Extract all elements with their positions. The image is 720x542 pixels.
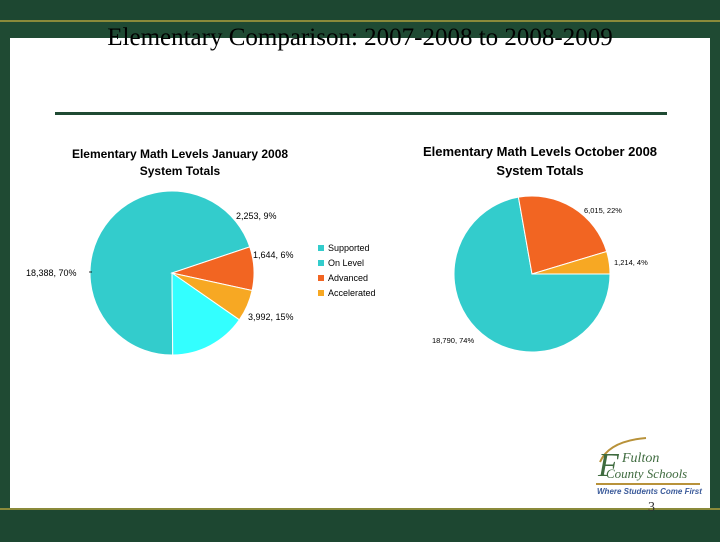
slide-title: Elementary Comparison: 2007-2008 to 2008… (107, 24, 613, 51)
legend-swatch (318, 260, 324, 266)
slide-bottom-border (0, 508, 720, 542)
chart1-data-label: 2,253, 9% (236, 211, 277, 221)
logo-line2: County Schools (606, 466, 687, 481)
page-number: 3 (648, 500, 655, 515)
chart2-data-label: 1,214, 4% (614, 258, 648, 267)
legend-swatch (318, 275, 324, 281)
chart2-slice-accelerated (531, 250, 611, 275)
chart2-data-labels: 18,790, 74% 6,015, 22% 1,214, 4% (432, 206, 648, 345)
logo-tagline-bar (596, 483, 700, 485)
logo-line1: Fulton (621, 451, 659, 466)
chart1-data-label: 3,992, 15% (248, 312, 294, 322)
chart1-data-label: 18,388, 70% (26, 268, 77, 278)
chart1-slice-supported (171, 272, 241, 356)
title-underline (55, 112, 667, 115)
logo-tagline: Where Students Come First (597, 487, 702, 496)
chart1-subtitle: System Totals (140, 164, 221, 178)
legend-swatch (318, 290, 324, 296)
chart2-data-label: 18,790, 74% (432, 336, 474, 345)
slide-top-border (0, 0, 720, 22)
chart2-title: Elementary Math Levels October 2008 (423, 144, 657, 159)
chart1-title: Elementary Math Levels January 2008 (72, 147, 288, 161)
fulton-county-schools-logo: F Fulton County Schools Where Students C… (596, 437, 702, 496)
chart1-data-label: 1,644, 6% (253, 250, 294, 260)
chart1-slice-on-level (89, 190, 251, 356)
chart2-subtitle: System Totals (496, 163, 583, 178)
legend-swatch (318, 245, 324, 251)
chart1-data-labels: 18,388, 70% 2,253, 9% 1,644, 6% 3,992, 15% (26, 211, 294, 322)
legend-label: Advanced (328, 273, 368, 283)
chart1-legend: Supported On Level Advanced Accelerated (318, 243, 376, 298)
legend-label: On Level (328, 258, 364, 268)
legend-label: Supported (328, 243, 370, 253)
logo-f-glyph: F (597, 447, 620, 484)
legend-label: Accelerated (328, 288, 376, 298)
chart2-slice-on-level (453, 196, 611, 353)
chart2-pie (453, 195, 611, 353)
chart2-slice-advanced (517, 195, 608, 275)
logo-swoosh-icon (599, 437, 647, 463)
chart1-pie (89, 190, 255, 356)
chart2-data-label: 6,015, 22% (584, 206, 622, 215)
